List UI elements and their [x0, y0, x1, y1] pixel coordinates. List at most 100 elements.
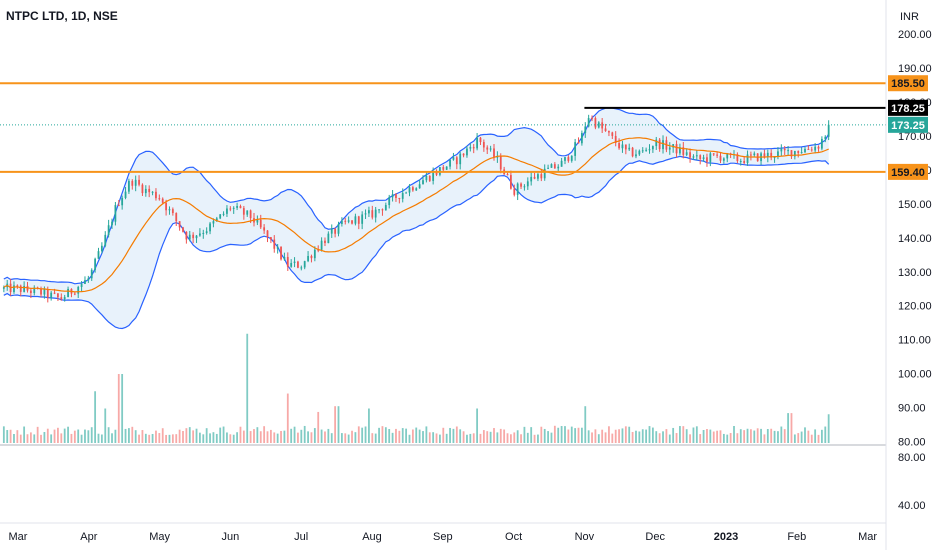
candle-body — [117, 205, 120, 207]
volume-bar — [567, 429, 570, 443]
volume-bar — [679, 426, 681, 443]
volume-bar — [165, 434, 167, 443]
volume-bar — [178, 429, 181, 443]
volume-bar — [297, 432, 299, 443]
candle-body — [523, 186, 526, 188]
volume-bar — [614, 429, 617, 443]
volume-bar — [70, 433, 73, 443]
volume-bar — [482, 430, 485, 443]
volume-bar — [236, 432, 238, 443]
volume-bar — [631, 431, 634, 443]
volume-bar — [773, 430, 776, 443]
candle-body — [144, 188, 147, 194]
candle-body — [415, 188, 418, 191]
candle-body — [368, 210, 370, 214]
candle-body — [165, 202, 167, 211]
volume-bar — [100, 434, 103, 443]
candle-body — [418, 184, 421, 189]
volume-bar — [185, 428, 188, 443]
volume-bar — [239, 426, 242, 443]
volume-bar — [800, 431, 803, 443]
volume-bar — [503, 429, 506, 443]
candle-body — [428, 175, 431, 181]
volume-bar — [489, 431, 492, 443]
volume-bars — [2, 333, 830, 443]
time-tick-label: May — [149, 531, 170, 543]
volume-bar — [148, 434, 151, 443]
candle-body — [259, 219, 262, 228]
candle-body — [283, 257, 286, 260]
candle-body — [19, 285, 22, 292]
candle-body — [128, 180, 130, 192]
volume-bar — [780, 426, 783, 443]
candle-body — [614, 135, 617, 143]
candle-body — [689, 152, 691, 158]
candle-body — [594, 118, 597, 128]
candle-body — [398, 197, 401, 199]
volume-bar — [597, 434, 600, 443]
volume-bar — [53, 429, 56, 443]
volume-bar — [266, 431, 269, 443]
candle-body — [195, 235, 198, 239]
candle-body — [344, 220, 347, 222]
candle-body — [276, 246, 279, 249]
candle-body — [84, 280, 86, 284]
candle-body — [682, 147, 685, 155]
volume-bar — [303, 425, 306, 443]
price-tick-label: 90.00 — [898, 403, 926, 415]
candle-body — [2, 287, 5, 289]
candle-body — [452, 157, 455, 160]
bollinger-band-fill — [3, 108, 829, 329]
volume-bar — [134, 430, 137, 443]
candle-body — [151, 191, 154, 193]
volume-bar — [621, 428, 624, 443]
candle-body — [631, 147, 634, 157]
volume-bar — [611, 433, 614, 443]
time-tick-label: Mar — [9, 531, 28, 543]
volume-bar — [368, 408, 370, 443]
time-tick-label: Sep — [433, 531, 453, 543]
candle-body — [16, 285, 19, 287]
volume-bar — [645, 429, 648, 443]
candle-body — [810, 149, 813, 151]
candle-body — [520, 183, 522, 187]
candle-body — [739, 161, 742, 163]
volume-bar — [550, 432, 553, 443]
candle-body — [584, 126, 587, 133]
candle-body — [121, 197, 124, 206]
volume-bar — [226, 432, 228, 443]
volume-bar — [90, 427, 93, 443]
candle-body — [313, 249, 316, 259]
candle-body — [97, 251, 100, 259]
time-tick-label: Jul — [294, 531, 308, 543]
volume-bar — [364, 426, 367, 443]
volume-bar — [320, 429, 323, 443]
candle-body — [46, 288, 49, 298]
volume-bar — [699, 434, 702, 443]
volume-bar — [94, 391, 97, 443]
candle-body — [263, 227, 266, 231]
volume-bar — [307, 431, 309, 443]
candle-body — [384, 205, 387, 211]
candles — [2, 114, 830, 303]
bollinger-upper-line — [3, 107, 830, 285]
candle-body — [469, 147, 472, 149]
volume-bar — [564, 426, 566, 443]
volume-bar — [594, 429, 597, 443]
volume-bar — [462, 431, 465, 443]
volume-bar — [506, 433, 509, 443]
volume-bar — [29, 432, 32, 443]
volume-bar — [259, 431, 262, 443]
volume-bar — [286, 393, 289, 443]
horizontal-lines — [0, 82, 886, 173]
candle-body — [716, 154, 719, 156]
candle-body — [327, 233, 330, 244]
volume-bar — [675, 433, 678, 443]
time-tick-label: Oct — [505, 531, 522, 543]
volume-bar — [638, 431, 641, 443]
candle-body — [560, 160, 563, 167]
volume-bar — [425, 426, 428, 443]
volume-bar — [144, 433, 147, 443]
candle-body — [800, 152, 803, 154]
